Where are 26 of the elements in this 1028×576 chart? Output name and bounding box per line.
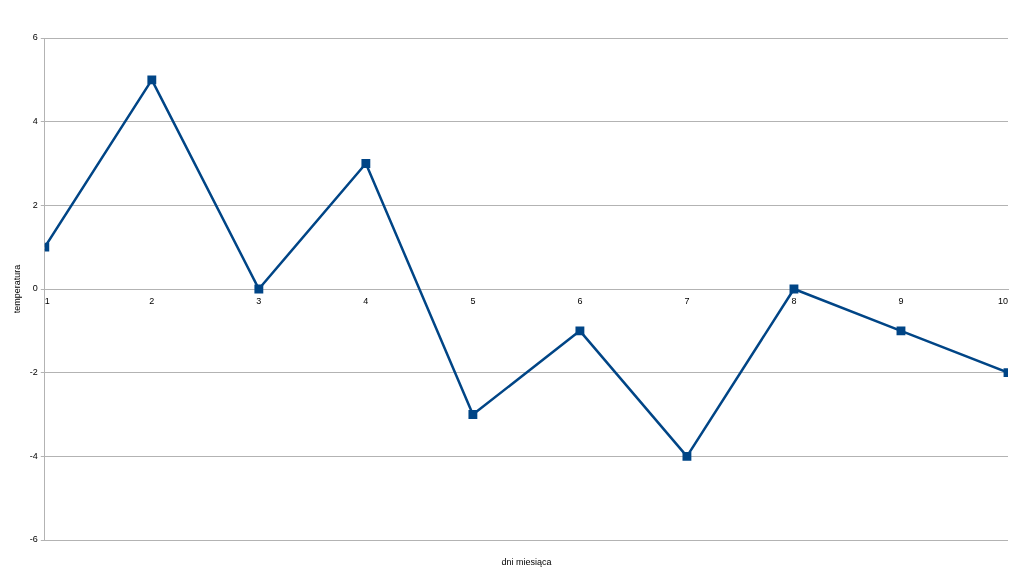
point [575,326,585,336]
point [254,284,264,294]
y-tick-label: -4 [29,450,38,461]
x-tick-label: 5 [470,295,476,306]
x-tick-label: 1 [44,295,50,306]
x-tick-label: 6 [577,295,583,306]
point [896,326,906,336]
x-tick-label: 3 [256,295,262,306]
y-tick-label: 0 [32,283,38,294]
y-tick-label: 2 [32,199,38,210]
y-tick-label: -6 [29,534,38,545]
point [147,75,157,85]
y-axis-title: temperatura [11,264,22,314]
x-tick-label: 8 [791,295,797,306]
y-tick-label: 4 [32,116,38,127]
y-tick-label: -2 [29,367,38,378]
x-tick-label: 2 [149,295,155,306]
y-tick-label: 6 [32,32,38,43]
x-tick-label: 9 [898,295,904,306]
x-tick-label: 4 [363,295,369,306]
x-tick-label: 10 [997,295,1008,306]
point [682,451,692,461]
x-tick-label: 7 [684,295,690,306]
point [468,410,478,419]
point [361,159,371,168]
x-axis-title: dni miesiąca [501,556,552,567]
